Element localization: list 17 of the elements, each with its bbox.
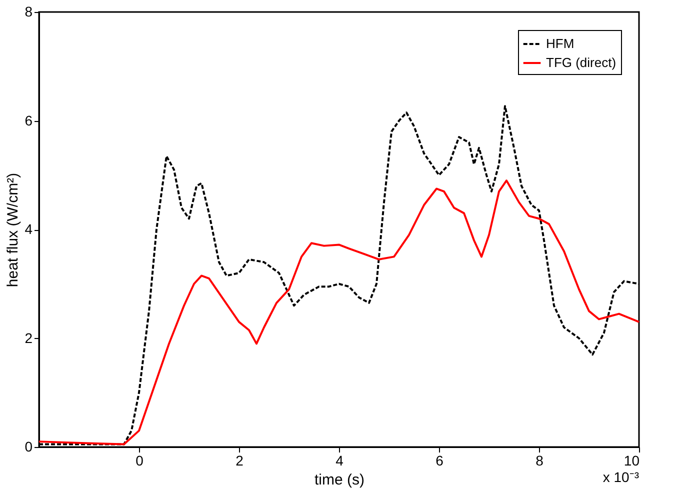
- y-tick-label: 2: [24, 330, 33, 346]
- y-tick-label: 8: [24, 4, 33, 20]
- y-tick-label: 0: [24, 438, 33, 454]
- x-tick-label: 8: [536, 452, 544, 468]
- legend-label: HFM: [546, 36, 574, 51]
- y-tick-label: 4: [24, 221, 33, 237]
- text: x 10⁻³: [602, 469, 640, 485]
- x-tick-label: 4: [336, 452, 344, 468]
- x-tick-label: 0: [136, 452, 144, 468]
- line-series: [38, 180, 640, 446]
- y-tick-label: 6: [24, 112, 33, 128]
- x-tick-label: 6: [436, 452, 444, 468]
- x-tick-label: 2: [236, 452, 244, 468]
- y-axis-title: heat flux (W/cm²): [4, 172, 22, 288]
- legend-label: TFG (direct): [546, 55, 616, 70]
- x-tick-label: 10: [624, 452, 640, 468]
- x-axis-title: time (s): [314, 472, 364, 488]
